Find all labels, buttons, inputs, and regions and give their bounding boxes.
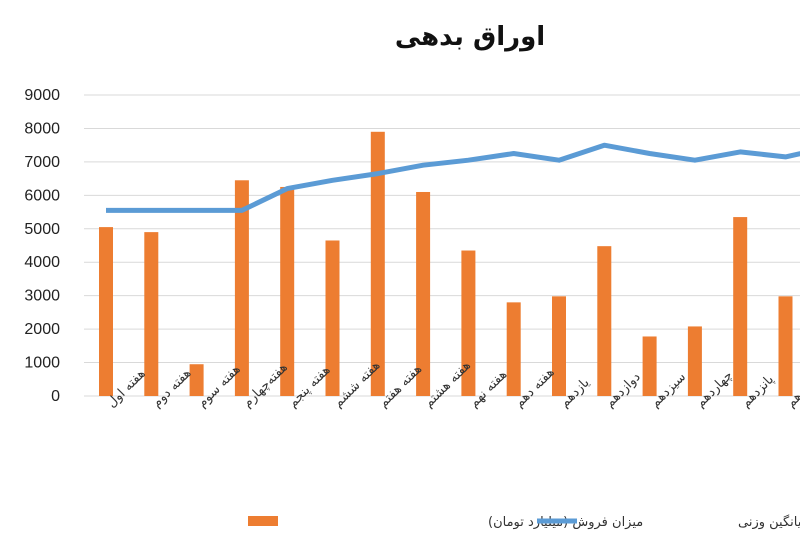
bar-series <box>99 131 793 397</box>
bar <box>99 227 113 396</box>
y-tick-label: 7000 <box>24 154 60 171</box>
y-tick-label: 9000 <box>24 87 60 104</box>
bar <box>687 326 702 396</box>
y-tick-label: 2000 <box>24 321 60 338</box>
legend-label-line: نرخ میانگین وزنی <box>738 514 800 530</box>
grid <box>84 94 800 397</box>
y-tick-label: 6000 <box>24 187 60 204</box>
bar <box>416 191 431 396</box>
bar <box>234 180 249 396</box>
legend: میزان فروش (میلیارد تومان) نرخ میانگین و… <box>248 514 800 530</box>
y-tick-label: 4000 <box>24 254 60 271</box>
bar <box>189 364 204 396</box>
bar <box>370 131 385 397</box>
chart-title: اوراق بدهی <box>395 22 545 52</box>
bar <box>642 336 657 396</box>
legend-swatch-bar <box>248 516 278 526</box>
bar <box>552 296 566 396</box>
bar <box>506 302 521 396</box>
y-tick-label: 5000 <box>24 221 60 238</box>
y-tick-label: 0 <box>51 388 60 405</box>
bar <box>597 246 612 396</box>
bar <box>325 240 340 396</box>
bar <box>461 250 476 396</box>
bar <box>144 232 159 396</box>
y-tick-label: 8000 <box>24 120 60 137</box>
bar <box>778 296 793 396</box>
bar <box>280 186 295 396</box>
y-tick-label: 3000 <box>24 288 60 305</box>
y-axis: 0 1000 2000 3000 4000 5000 6000 7000 8000 9000 <box>24 87 60 405</box>
y-tick-label: 1000 <box>24 355 60 372</box>
line-series <box>106 142 800 213</box>
bar <box>733 217 748 396</box>
series-line <box>106 142 800 213</box>
